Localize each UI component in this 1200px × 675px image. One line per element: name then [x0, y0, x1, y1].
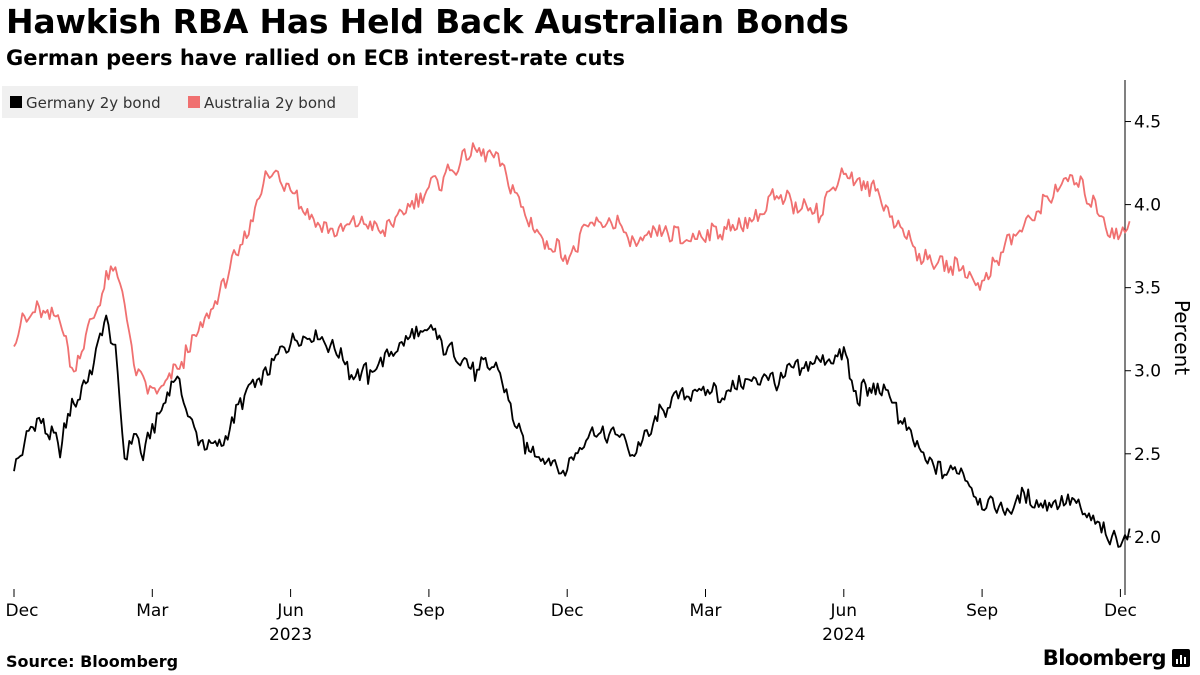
series-line-germany — [13, 314, 1131, 548]
x-axis: Dec Mar Jun Sep Dec Mar Jun Sep Dec 2023 2024 — [6, 589, 1137, 645]
series-layer — [13, 142, 1131, 548]
x-tick-label: Jun — [830, 601, 858, 621]
x-year-label: 2023 — [269, 625, 312, 645]
chart-subtitle: German peers have rallied on ECB interes… — [6, 46, 626, 70]
series-line-australia — [13, 142, 1131, 395]
y-tick-label: 2.5 — [1134, 445, 1161, 465]
x-tick-label: Sep — [966, 601, 998, 621]
y-axis-label: Percent — [1170, 300, 1194, 375]
x-tick-label: Sep — [413, 601, 445, 621]
x-tick-label: Jun — [276, 601, 304, 621]
y-tick-label: 3.0 — [1134, 362, 1161, 382]
x-year-label: 2024 — [822, 625, 865, 645]
legend-background — [2, 86, 358, 118]
legend-swatch — [10, 96, 22, 108]
legend-item-germany: Germany 2y bond — [26, 94, 161, 112]
legend-item-australia: Australia 2y bond — [204, 94, 336, 112]
y-tick-label: 4.5 — [1134, 113, 1161, 133]
source-note: Source: Bloomberg — [6, 652, 179, 671]
brand-logo: Bloomberg — [1043, 646, 1190, 670]
x-tick-label: Mar — [689, 601, 721, 621]
x-tick-label: Dec — [6, 601, 39, 621]
legend-swatch — [188, 96, 200, 108]
y-tick-label: 4.0 — [1134, 196, 1161, 216]
bloomberg-terminal-icon — [1172, 649, 1190, 667]
brand-name: Bloomberg — [1042, 646, 1167, 670]
x-tick-label: Mar — [136, 601, 168, 621]
chart-title: Hawkish RBA Has Held Back Australian Bon… — [6, 2, 849, 41]
x-tick-label: Dec — [1104, 601, 1137, 621]
y-axis: 2.0 2.5 3.0 3.5 4.0 4.5 Percent — [1124, 80, 1194, 595]
legend: Germany 2y bond Australia 2y bond — [2, 86, 358, 118]
y-tick-label: 2.0 — [1134, 528, 1161, 548]
y-tick-label: 3.5 — [1134, 279, 1161, 299]
x-tick-label: Dec — [551, 601, 584, 621]
